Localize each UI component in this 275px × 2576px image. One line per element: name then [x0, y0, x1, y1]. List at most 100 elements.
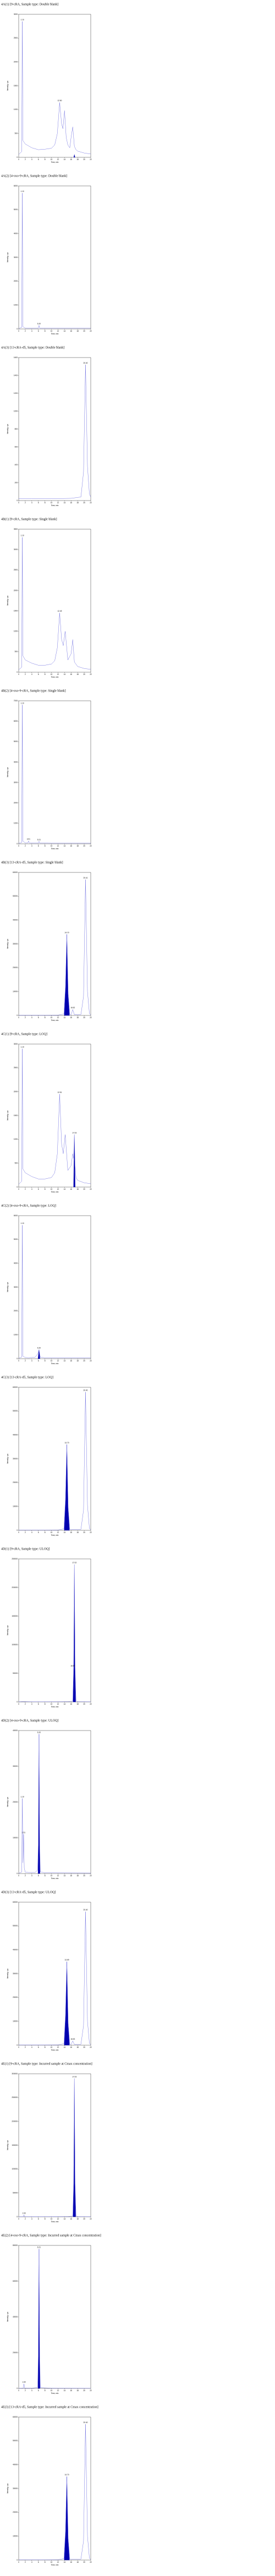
y-axis-label: Intensity, cps [7, 767, 9, 777]
x-tick-label: 4 [31, 158, 32, 161]
x-tick-label: 14 [64, 1360, 66, 1362]
x-tick-label: 4 [31, 2561, 32, 2563]
peak-label: 20.41 [83, 877, 87, 879]
y-tick-label: 80000 [13, 2244, 18, 2247]
y-tick-label: 150000 [12, 2144, 18, 2146]
x-tick-label: 14 [64, 673, 66, 675]
y-tick-label: 2000 [14, 280, 18, 282]
peak-label: 1.51 [22, 1831, 25, 1833]
y-axis-label: Intensity, cps [7, 252, 9, 262]
chromatogram-panel: 4D(3) [13-cRA-d5, Sample type: ULOQ] 0 100… [1, 1890, 92, 2051]
chromatogram-trace [18, 1225, 91, 1358]
panel-title: 4A(1) [9-cRA, Sample type: Double blank] [1, 2, 58, 6]
x-tick-label: 2 [25, 2390, 26, 2392]
x-tick-label: 18 [76, 1360, 79, 1362]
y-tick-label: 50000 [13, 1672, 18, 1674]
y-tick-label: 0 [16, 1186, 18, 1188]
y-tick-label: 2500 [14, 569, 18, 571]
x-tick-label: 22 [90, 1360, 92, 1362]
y-tick-label: 20000 [13, 1801, 18, 1803]
x-tick-label: 22 [90, 2390, 92, 2392]
x-tick-label: 12 [57, 2218, 59, 2220]
y-tick-label: 1000 [14, 108, 18, 111]
x-tick-label: 22 [90, 1188, 92, 1190]
x-tick-label: 10 [51, 2046, 53, 2048]
y-tick-label: 1200 [14, 392, 18, 394]
y-axis-label: Intensity, cps [7, 1282, 9, 1292]
x-tick-label: 14 [64, 1188, 66, 1190]
x-tick-label: 2 [25, 673, 26, 675]
chromatogram-panel: 4B(2) [4-oxo-9-cRA, Sample type: Single … [1, 689, 92, 849]
x-axis-label: Time, min [51, 2392, 59, 2394]
x-tick-label: 10 [51, 1531, 53, 1534]
y-tick-label: 0 [16, 1014, 18, 1017]
peak-label: 1.10 [20, 702, 24, 704]
x-tick-label: 16 [70, 673, 72, 675]
y-tick-label: 60000 [13, 1386, 18, 1388]
chromatogram-trace [18, 537, 91, 670]
y-tick-label: 20000 [13, 1481, 18, 1484]
x-tick-label: 20 [83, 158, 85, 161]
y-tick-label: 40000 [13, 1949, 18, 1951]
peak-label: 17.02 [72, 1562, 76, 1564]
y-tick-label: 40000 [13, 919, 18, 921]
x-tick-label: 6 [38, 330, 39, 332]
chromatogram-trace [18, 1564, 91, 1702]
x-tick-label: 12 [57, 502, 59, 504]
x-tick-label: 10 [51, 1360, 53, 1362]
integrated-peak [64, 1962, 70, 2046]
y-axis-label: Intensity, cps [7, 1797, 9, 1807]
y-tick-label: 3000 [14, 13, 18, 15]
chromatogram-panel: 4C(1) [9-cRA, Sample type: LOQ] 0 500 1000 1… [1, 1032, 92, 1193]
y-tick-label: 1400 [14, 374, 18, 376]
x-tick-label: 12 [57, 158, 59, 161]
x-tick-label: 10 [51, 2218, 53, 2220]
chromatogram-panel: 4C(3) [13-cRA-d5, Sample type: LOQ] 0 1000… [1, 1375, 92, 1536]
x-tick-label: 18 [76, 158, 79, 161]
x-tick-label: 4 [31, 502, 32, 504]
y-tick-label: 30000 [13, 1458, 18, 1460]
panel-title: 4E(3) [13-cRA-d5, Sample type: Incurred … [1, 2405, 98, 2409]
panel-title: 4D(2) [4-oxo-9-cRA, Sample type: ULOQ] [1, 1718, 58, 1722]
x-axis-label: Time, min [51, 676, 59, 678]
x-tick-label: 18 [76, 1531, 79, 1534]
y-tick-label: 20000 [13, 2352, 18, 2354]
x-tick-label: 0 [18, 2390, 19, 2392]
x-tick-label: 4 [31, 330, 32, 332]
x-axis-label: Time, min [51, 1534, 59, 1536]
x-tick-label: 14 [64, 1531, 66, 1534]
x-tick-label: 2 [25, 1531, 26, 1534]
x-tick-label: 12 [57, 1875, 59, 1877]
panel-title: 4E(1) [9-cRA, Sample type: Incurred samp… [1, 2062, 92, 2066]
x-tick-label: 18 [76, 502, 79, 504]
x-tick-label: 22 [90, 2046, 92, 2048]
y-tick-label: 0 [16, 328, 18, 330]
x-tick-label: 4 [31, 2046, 32, 2048]
peak-label: 6.20 [37, 322, 41, 325]
y-tick-label: 0 [16, 1529, 18, 1531]
x-tick-label: 16 [70, 1531, 72, 1534]
x-tick-label: 18 [76, 2046, 79, 2048]
y-tick-label: 0 [16, 2559, 18, 2561]
peak-label: 17.03 [72, 2076, 76, 2078]
x-tick-label: 20 [83, 330, 85, 332]
x-tick-label: 12 [57, 845, 59, 847]
x-tick-label: 0 [18, 1017, 19, 1019]
x-tick-label: 0 [18, 2218, 19, 2220]
integrated-peak [73, 154, 75, 158]
integrated-peak [37, 1349, 40, 1359]
y-axis-label: Intensity, cps [7, 1968, 9, 1979]
x-tick-label: 4 [31, 1703, 32, 1705]
plot-frame [18, 872, 91, 1016]
x-tick-label: 14 [64, 330, 66, 332]
peak-label: 1.10 [20, 19, 24, 21]
peak-label: 1.10 [20, 1795, 24, 1798]
y-tick-label: 0 [16, 156, 18, 158]
y-tick-label: 2000 [14, 589, 18, 591]
x-tick-label: 20 [83, 1531, 85, 1534]
y-tick-label: 1000 [14, 304, 18, 306]
x-tick-label: 20 [83, 2218, 85, 2220]
x-tick-label: 6 [38, 1017, 39, 1019]
y-axis-label: Intensity, cps [7, 2140, 9, 2150]
panel-title: 4A(3) [13-cRA-d5, Sample type: Double bl… [1, 345, 64, 349]
